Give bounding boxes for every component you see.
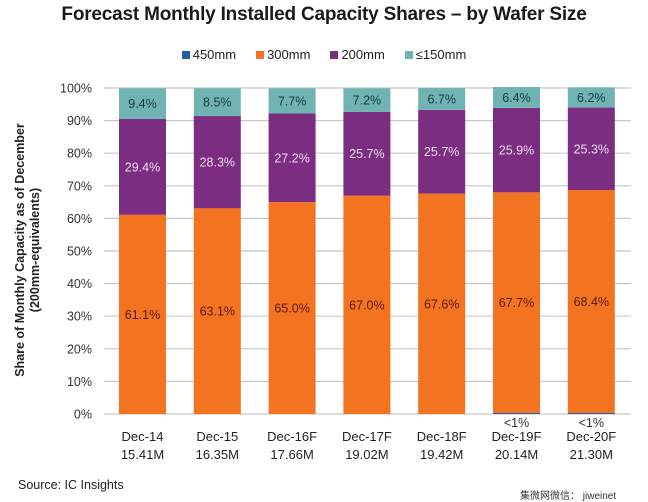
y-tick-label: 90% [67,114,92,128]
data-label: 67.6% [424,297,459,311]
legend-label-150mm: ≤150mm [415,47,467,62]
legend-swatch-200mm [330,50,339,59]
bar-segment-300mm [193,208,241,414]
data-label: 68.4% [574,295,609,309]
x-tick-total: 21.30M [570,447,613,462]
x-tick-label: Dec-19F [492,429,542,444]
bar-segment-200mm [119,118,166,215]
x-tick-label: Dec-15 [196,429,238,444]
data-label: 6.4% [502,91,531,105]
data-label-450mm: <1% [579,416,604,430]
bar-segment-le150mm [343,88,391,112]
bar-segment-200mm [268,113,316,203]
x-tick-total: 16.35M [196,447,239,462]
data-label: 63.1% [200,305,235,319]
y-tick-label: 60% [67,212,92,226]
y-tick-label: 0% [74,408,92,422]
y-tick-label: 40% [67,277,92,291]
watermark: 集微网微信： jiweinet [520,491,617,502]
bar-segment-300mm [493,192,540,414]
data-label: 8.5% [203,96,232,110]
bar-segment-450mm [567,413,615,414]
bar-segment-300mm [119,214,166,414]
bar-segment-300mm [567,190,615,414]
x-tick-total: 19.42M [420,447,463,462]
bar-segment-le150mm [493,87,540,108]
x-tick-total: 15.41M [121,447,164,462]
legend-label-200mm: 200mm [341,47,385,62]
bar-segment-le150mm [119,88,166,119]
data-label: 7.2% [353,94,382,108]
data-label: 28.3% [200,156,235,170]
bar-segment-le150mm [418,88,466,110]
data-label-450mm: <1% [504,416,529,430]
x-tick-label: Dec-17F [342,429,392,444]
x-tick-label: Dec-14 [122,429,164,444]
x-tick-total: 19.02M [345,447,388,462]
bar-segment-300mm [343,195,391,414]
data-label: 61.1% [125,308,160,322]
data-label: 67.7% [499,296,534,310]
bar-segment-le150mm [567,87,615,108]
data-label: 65.0% [274,302,309,316]
y-tick-label: 10% [67,375,92,389]
y-tick-label: 50% [67,245,92,259]
data-label: 27.2% [274,151,309,165]
data-label: 67.0% [349,298,384,312]
y-tick-label: 20% [67,342,92,356]
data-label: 25.9% [499,144,534,158]
x-tick-label: Dec-16F [267,429,317,444]
data-label: 6.7% [427,92,456,106]
data-label: 7.7% [278,94,307,108]
data-label: 25.7% [349,147,384,161]
legend-swatch-450mm [181,50,190,59]
data-label: 25.7% [424,145,459,159]
legend-swatch-300mm [256,50,265,59]
legend-item-150mm: ≤150mm [404,47,467,62]
bar-segment-450mm [493,413,540,414]
bar-segment-le150mm [268,88,316,114]
legend: 450mm 300mm 200mm ≤150mm [0,47,648,62]
y-tick-label: 80% [67,147,92,161]
bar-segment-200mm [193,116,241,209]
legend-item-300mm: 300mm [256,47,310,62]
bar-segment-200mm [343,111,391,196]
data-label: 6.2% [577,91,606,105]
bar-segment-300mm [268,202,316,414]
bar-segment-le150mm [193,88,241,117]
bar-segment-300mm [418,193,466,414]
legend-item-200mm: 200mm [330,47,385,62]
legend-swatch-150mm [404,50,413,59]
y-tick-label: 30% [67,310,92,324]
source-note: Source: IC Insights [18,478,124,492]
y-tick-label: 100% [60,82,92,96]
legend-label-450mm: 450mm [192,47,237,62]
chart-title: Forecast Monthly Installed Capacity Shar… [61,4,587,25]
data-label: 29.4% [125,160,160,174]
x-tick-total: 17.66M [270,447,313,462]
data-label: 9.4% [128,97,157,111]
legend-item-450mm: 450mm [181,47,237,62]
bar-segment-200mm [567,107,615,191]
data-label: 25.3% [574,142,609,156]
y-tick-label: 70% [67,179,92,193]
legend-label-300mm: 300mm [267,47,311,62]
x-tick-label: Dec-18F [417,429,467,444]
bar-segment-200mm [493,107,540,193]
x-tick-total: 20.14M [495,447,538,462]
x-tick-label: Dec-20F [566,429,616,444]
bar-segment-200mm [418,109,466,194]
